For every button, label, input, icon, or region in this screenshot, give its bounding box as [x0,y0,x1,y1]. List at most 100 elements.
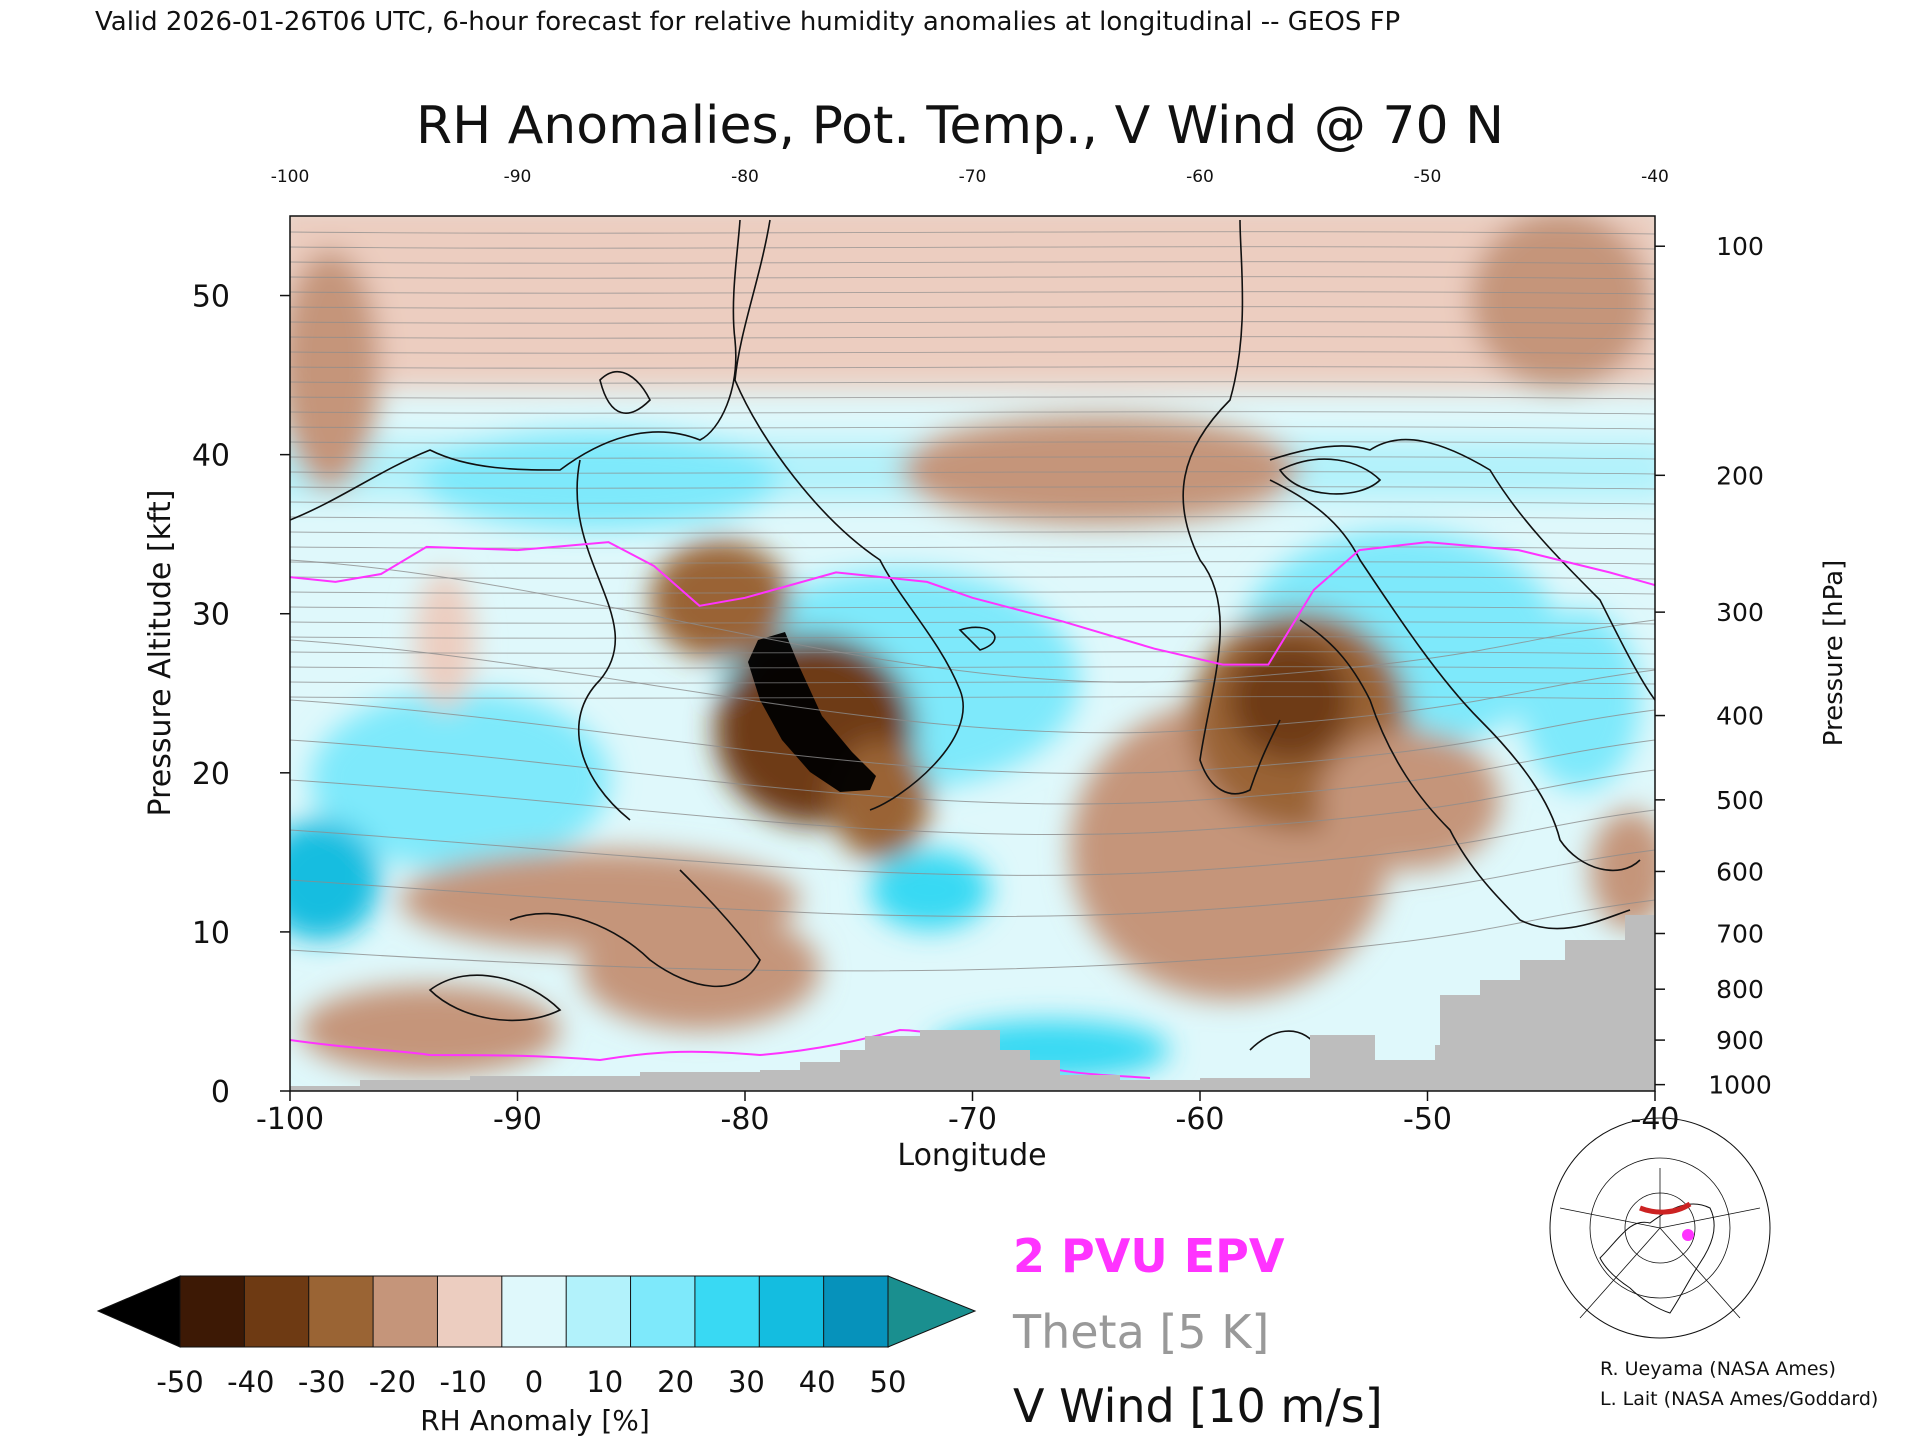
plot-area [290,216,1655,1091]
chart-title: RH Anomalies, Pot. Temp., V Wind @ 70 N [416,96,1504,156]
colorbar-high-arrow [887,1275,977,1348]
theta-contour [290,531,1655,535]
v-wind-contour [576,459,631,821]
rh-negative-region [1230,640,1350,760]
rh-positive-region [870,850,990,930]
colorbar: -50 -40 -30 -20 -10 0 10 20 30 40 50 [96,1275,977,1399]
theta-contour [290,681,1655,685]
x-top-tick-label: -40 [1641,167,1669,187]
y-tick-label: 50 [192,280,230,315]
x-tick-label: -100 [256,1102,324,1137]
theta-contour [290,636,1655,640]
colorbar-tick-label: 10 [586,1365,623,1399]
rh-positive-region [420,430,780,530]
colorbar-low-arrow [96,1275,181,1348]
y-axis-label-right: Pressure [hPa] [1819,560,1849,747]
x-tick-label: -50 [1403,1102,1452,1137]
epv-2pvu-line [290,541,1655,666]
rh-positive-region [310,690,610,870]
x-tick-label: -40 [1631,1102,1680,1137]
colorbar-tick-label: -20 [369,1365,416,1399]
y-tick-label: 40 [192,439,230,474]
rh-positive-region [1520,610,1640,790]
v-wind-contour [1299,619,1631,930]
pressure-tick-label: 400 [1716,702,1764,731]
x-tick-label: -80 [721,1102,770,1137]
theta-contour [290,411,1655,415]
colorbar-swatch [694,1275,761,1348]
colorbar-swatch [565,1275,632,1348]
colorbar-swatch [758,1275,825,1348]
inset-globe-arc [1549,1117,1771,1339]
colorbar-tick-label: -40 [227,1365,274,1399]
theta-contour [290,261,1655,265]
pressure-tick-label: 900 [1716,1026,1764,1055]
colorbar-swatch [436,1275,503,1348]
pressure-tick-label: 1000 [1708,1071,1772,1100]
inset-meridian [1659,1207,1761,1229]
x-top-tick-label: -80 [731,167,759,187]
colorbar-tick-label: -50 [156,1365,203,1399]
theta-contour [290,699,1655,775]
rh-negative-region [300,985,560,1075]
theta-contour [290,899,1655,972]
x-tick-label: -70 [948,1102,997,1137]
rh-negative-region [1320,730,1500,870]
colorbar-tick-label: -30 [298,1365,345,1399]
theta-contour [290,576,1655,580]
inset-section-track [1639,1201,1692,1215]
theta-contour [290,621,1655,625]
x-top-tick-label: -50 [1414,167,1442,187]
x-axis-label: Longitude [897,1138,1046,1173]
theta-contour [290,651,1655,655]
y-axis-right: 100 200 300 400 500 600 700 800 900 1000 [1655,232,1772,1100]
colorbar-swatch [823,1275,889,1348]
inset-meridian [1579,1227,1661,1319]
y-tick-label: 10 [192,916,230,951]
credit-lait: L. Lait (NASA Ames/Goddard) [1600,1388,1878,1410]
colorbar-tick-label: 40 [799,1365,836,1399]
rh-negative-region [1470,216,1650,390]
x-axis-bottom: -100 -90 -80 -70 -60 -50 -40 [256,1091,1680,1137]
theta-contour [290,396,1655,400]
theta-contour [290,486,1655,490]
theta-contour [290,849,1655,918]
v-wind-contour [1278,458,1382,495]
theta-contour [290,351,1655,355]
colorbar-tick-label: 30 [728,1365,765,1399]
theta-contour [290,559,1655,683]
pressure-tick-label: 500 [1716,786,1764,815]
theta-contour [290,471,1655,475]
x-axis-top: -100 -90 -80 -70 -60 -50 -40 [271,167,1669,187]
v-wind-contour [1269,438,1655,701]
rh-negative-region [900,415,1300,525]
location-map-inset [1549,1117,1771,1339]
theta-contour [290,381,1655,385]
colorbar-tick-label: 20 [657,1365,694,1399]
v-wind-contour [509,869,761,988]
theta-contour [290,441,1655,445]
x-top-tick-label: -90 [504,167,532,187]
v-wind-contour [599,371,651,414]
theta-contour [290,606,1655,610]
inset-meridian [1559,1207,1661,1229]
theta-contour [290,366,1655,370]
colorbar-swatch [243,1275,310,1348]
rh-negative-region [290,250,380,490]
v-wind-contours [290,219,1655,1051]
rh-negative-region [580,910,820,1030]
theta-contour [290,336,1655,340]
inset-meridian [1659,1227,1741,1319]
valid-time-header: Valid 2026-01-26T06 UTC, 6-hour forecast… [95,7,1400,37]
inset-location-marker [1682,1229,1694,1241]
rh-upper-band [290,216,1655,390]
v-wind-contour [1182,219,1281,795]
colorbar-swatch [630,1275,696,1348]
inset-coastline [1599,1203,1715,1314]
pressure-tick-label: 200 [1716,461,1764,490]
theta-contour [290,809,1655,876]
theta-contour [290,696,1655,700]
y-tick-label: 0 [211,1075,230,1110]
y-tick-label: 30 [192,598,230,633]
colorbar-tick-label: 0 [525,1365,543,1399]
